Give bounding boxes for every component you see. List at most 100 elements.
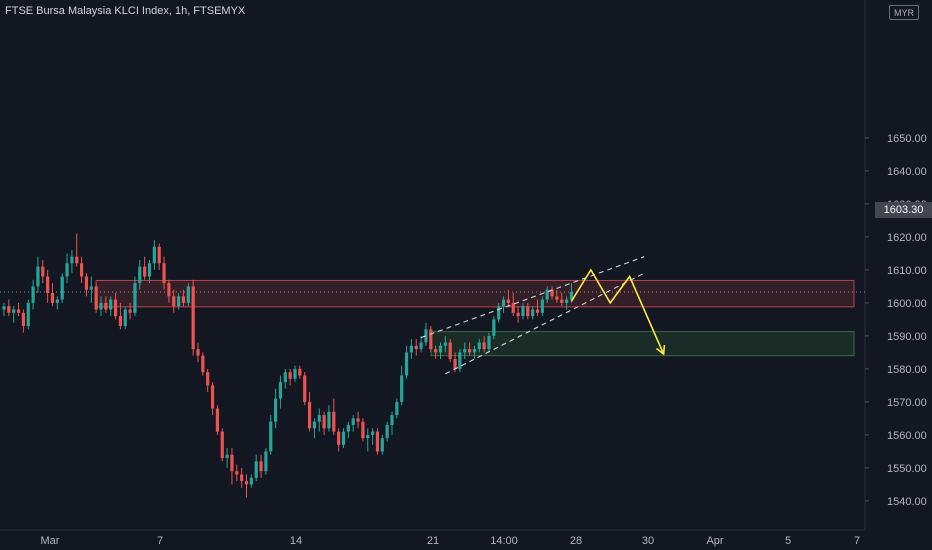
candle-body <box>516 312 520 317</box>
price-tick-label: 1620.00 <box>887 232 927 244</box>
candle <box>346 421 350 439</box>
candle <box>497 302 501 323</box>
candle <box>80 256 84 284</box>
candle <box>181 289 186 307</box>
support-zone[interactable] <box>430 331 855 357</box>
candle-body <box>7 306 11 313</box>
candle <box>569 283 574 303</box>
candle <box>109 296 113 317</box>
candle-body <box>94 286 98 310</box>
candle-body <box>123 309 127 326</box>
candle <box>201 352 205 376</box>
candle <box>244 474 249 498</box>
candle-body <box>337 431 341 445</box>
time-tick-label: 14:00 <box>490 535 518 547</box>
candle <box>395 398 399 419</box>
candle-body <box>288 372 292 379</box>
candle <box>303 372 307 406</box>
wedge-trendline[interactable] <box>445 272 645 375</box>
candle-body <box>269 421 273 452</box>
candle <box>341 428 346 449</box>
time-axis[interactable]: Mar 7 14 21 14:00 28 30 Apr 5 7 <box>41 535 861 547</box>
candle <box>409 339 413 359</box>
candle-body <box>429 329 433 350</box>
candle <box>288 368 292 386</box>
candle-body <box>143 266 147 277</box>
currency-badge[interactable]: MYR <box>889 5 919 20</box>
price-axis[interactable]: 1540.00 1550.00 1560.00 1570.00 1580.00 1590.… <box>865 133 927 508</box>
candle-body <box>75 256 79 264</box>
candle <box>152 240 156 270</box>
candle <box>84 273 89 297</box>
candle-body <box>274 398 278 422</box>
candle-body <box>157 246 161 264</box>
candle <box>118 302 122 330</box>
candle-body <box>186 286 190 303</box>
candle-body <box>298 368 302 376</box>
candle-body <box>147 263 152 277</box>
candle-body <box>317 415 321 422</box>
candle-body <box>497 306 501 320</box>
candle <box>46 269 50 303</box>
candle <box>337 428 341 452</box>
candle-body <box>210 385 215 409</box>
candle-body <box>249 477 253 485</box>
time-tick-label: 21 <box>427 535 439 547</box>
price-tick-label: 1610.00 <box>887 265 927 277</box>
candle <box>472 345 477 359</box>
candle <box>26 299 30 330</box>
candle-body <box>371 431 375 435</box>
candle <box>458 349 462 373</box>
candle <box>501 296 506 313</box>
candle-body <box>477 342 481 350</box>
candle-body <box>128 309 132 313</box>
candle-body <box>492 319 496 336</box>
candle <box>385 421 389 442</box>
resistance-zone[interactable] <box>95 279 855 308</box>
candle-body <box>322 415 326 429</box>
candle-body <box>535 309 540 313</box>
candle <box>482 335 486 353</box>
candle-body <box>424 329 428 343</box>
time-tick-label: 7 <box>854 535 860 547</box>
projection-path[interactable] <box>570 268 665 355</box>
candle <box>206 368 210 392</box>
candle-body <box>385 425 389 439</box>
wedge-trendline[interactable] <box>420 256 645 339</box>
candle <box>230 448 234 485</box>
candle-body <box>526 306 530 317</box>
candle-body <box>196 349 200 356</box>
candle <box>94 283 98 313</box>
candle-body <box>482 342 486 350</box>
candle-body <box>545 289 549 300</box>
candle <box>172 289 176 313</box>
candle <box>492 316 496 340</box>
candle <box>531 306 535 320</box>
candle <box>283 368 287 389</box>
candle-body <box>341 431 346 445</box>
candle <box>138 260 142 290</box>
time-tick-label: Apr <box>706 535 723 547</box>
last-price-badge: 1603.30 <box>875 202 932 218</box>
candle-body <box>138 266 142 284</box>
candle-body <box>201 355 205 373</box>
price-tick-label: 1650.00 <box>887 133 927 145</box>
candle-body <box>162 263 166 284</box>
candle <box>89 276 93 303</box>
candle-body <box>356 418 360 422</box>
candle <box>526 302 530 320</box>
candle-body <box>565 299 569 303</box>
candle <box>371 428 375 445</box>
candle-body <box>327 411 331 429</box>
candle <box>468 342 472 356</box>
price-tick-label: 1600.00 <box>887 298 927 310</box>
candle-body <box>259 461 263 472</box>
candle <box>560 293 564 307</box>
price-tick-label: 1540.00 <box>887 496 927 508</box>
candle-body <box>278 382 283 399</box>
candle-body <box>191 286 195 350</box>
candle <box>477 339 481 353</box>
candle <box>463 342 467 359</box>
candle <box>31 279 35 310</box>
